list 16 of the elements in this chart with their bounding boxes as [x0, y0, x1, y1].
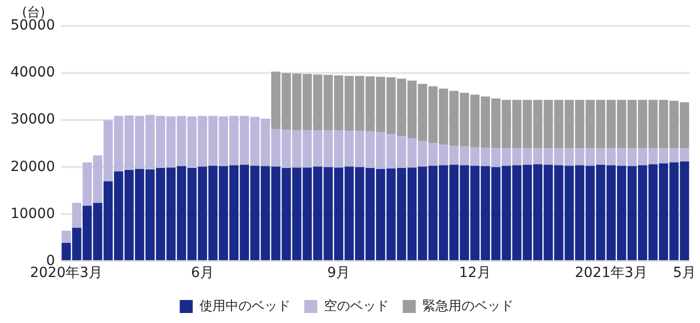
y-tick-label: 20000 — [10, 158, 55, 175]
x-tick-label: 9月 — [327, 265, 350, 282]
bar — [62, 230, 71, 243]
y-tick-label: 30000 — [10, 112, 55, 128]
y-tick-label: 40000 — [10, 64, 55, 81]
y-tick-label: 10000 — [10, 206, 55, 222]
legend-label: 使用中のベッド — [199, 298, 290, 314]
x-tick-label: 2020年3月 — [30, 265, 103, 282]
x-tick-label: 5月 — [673, 265, 696, 282]
legend-label: 空のベッド — [324, 298, 389, 314]
x-tick-label: 6月 — [191, 265, 214, 282]
x-tick-label: 12月 — [459, 265, 491, 282]
x-tick-label: 2021年3月 — [574, 265, 648, 282]
y-axis-title: (台) — [22, 5, 46, 20]
legend-label: 緊急用のベッド — [422, 298, 514, 314]
y-tick-label: 50000 — [10, 18, 55, 34]
